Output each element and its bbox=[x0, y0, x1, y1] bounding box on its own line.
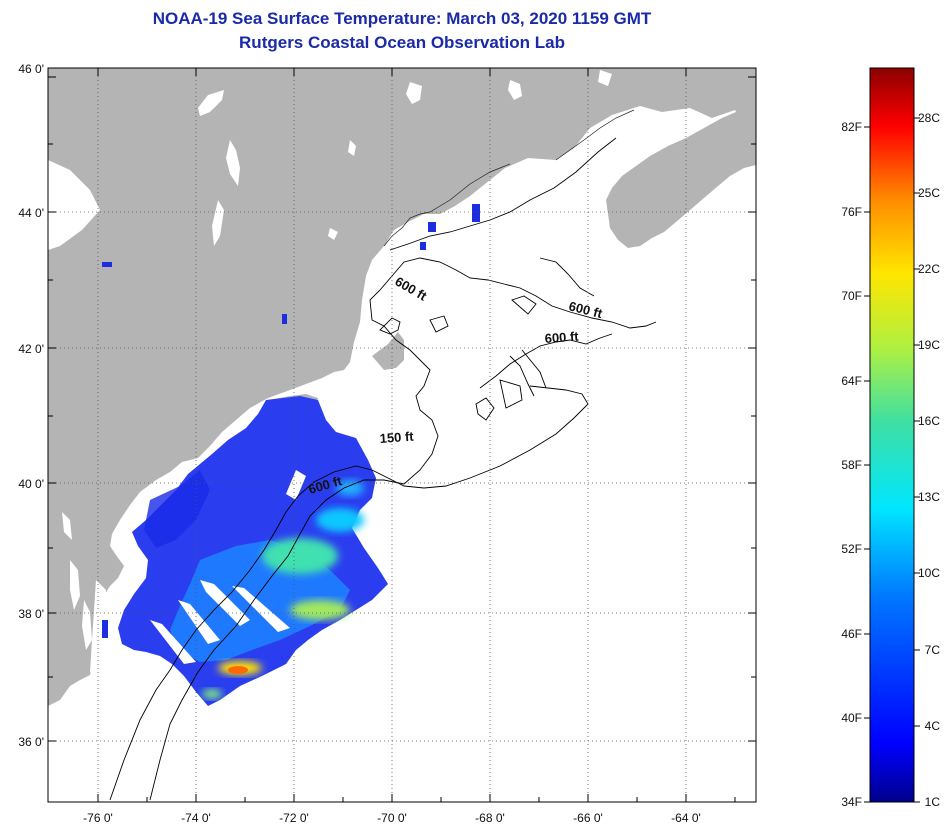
lake bbox=[226, 140, 240, 186]
colorbar-c-label: 25C bbox=[918, 186, 940, 200]
lat-label: 44 0' bbox=[18, 206, 44, 220]
lake bbox=[406, 82, 422, 104]
lat-label: 38 0' bbox=[18, 607, 44, 621]
lake bbox=[598, 70, 612, 86]
colorbar-c-label: 7C bbox=[925, 643, 941, 657]
lake bbox=[198, 90, 224, 116]
bathymetry-contours bbox=[109, 137, 657, 801]
lat-label: 36 0' bbox=[18, 735, 44, 749]
colorbar-c-label: 4C bbox=[925, 719, 941, 733]
coastline-detail bbox=[383, 109, 635, 247]
colorbar-f-label: 46F bbox=[841, 627, 862, 641]
lake bbox=[62, 512, 72, 540]
land-mainland bbox=[48, 68, 756, 706]
lat-label: 42 0' bbox=[18, 342, 44, 356]
lake bbox=[212, 200, 224, 246]
colorbar-f-label: 82F bbox=[841, 120, 862, 134]
colorbar-c-label: 19C bbox=[918, 338, 940, 352]
lat-label: 40 0' bbox=[18, 477, 44, 491]
lake bbox=[508, 80, 522, 100]
colorbar-c-label: 13C bbox=[918, 490, 940, 504]
lon-label: -74 0' bbox=[181, 811, 211, 825]
map-subtitle: Rutgers Coastal Ocean Observation Lab bbox=[239, 33, 565, 52]
colorbar-c-label: 16C bbox=[918, 414, 940, 428]
land-nova-scotia bbox=[606, 112, 756, 248]
colorbar-f-label: 52F bbox=[841, 542, 862, 556]
lake bbox=[328, 228, 338, 240]
lon-label: -66 0' bbox=[573, 811, 603, 825]
colorbar-c-label: 1C bbox=[925, 795, 941, 809]
colorbar-f-label: 58F bbox=[841, 458, 862, 472]
colorbar-f-label: 40F bbox=[841, 711, 862, 725]
lat-label: 46 0' bbox=[18, 62, 44, 76]
colorbar-c-label: 10C bbox=[918, 566, 940, 580]
lon-label: -72 0' bbox=[279, 811, 309, 825]
lon-label: -64 0' bbox=[671, 811, 701, 825]
map-title: NOAA-19 Sea Surface Temperature: March 0… bbox=[152, 9, 652, 28]
land-cape-cod bbox=[372, 332, 404, 370]
sst-data bbox=[102, 204, 480, 706]
bay bbox=[90, 580, 106, 680]
contour-label: 600 ft bbox=[544, 329, 580, 346]
contour-label: 150 ft bbox=[379, 429, 415, 446]
axis-ticks bbox=[48, 68, 756, 802]
colorbar-f-label: 34F bbox=[841, 795, 862, 809]
colorbar-c-label: 22C bbox=[918, 262, 940, 276]
lon-label: -70 0' bbox=[377, 811, 407, 825]
colorbar-c-label: 28C bbox=[918, 111, 940, 125]
colorbar-f-label: 64F bbox=[841, 374, 862, 388]
lake bbox=[70, 560, 80, 610]
lake bbox=[48, 160, 100, 250]
lon-label: -68 0' bbox=[475, 811, 505, 825]
colorbar-f-label: 76F bbox=[841, 205, 862, 219]
colorbar-gradient bbox=[869, 67, 915, 803]
lake bbox=[82, 600, 92, 650]
lon-label: -76 0' bbox=[83, 811, 113, 825]
colorbar-f-label: 70F bbox=[841, 289, 862, 303]
colorbar: 82F 76F 70F 64F 58F 52F 46F 40F 34F 28C … bbox=[841, 67, 941, 809]
lake bbox=[348, 140, 356, 156]
